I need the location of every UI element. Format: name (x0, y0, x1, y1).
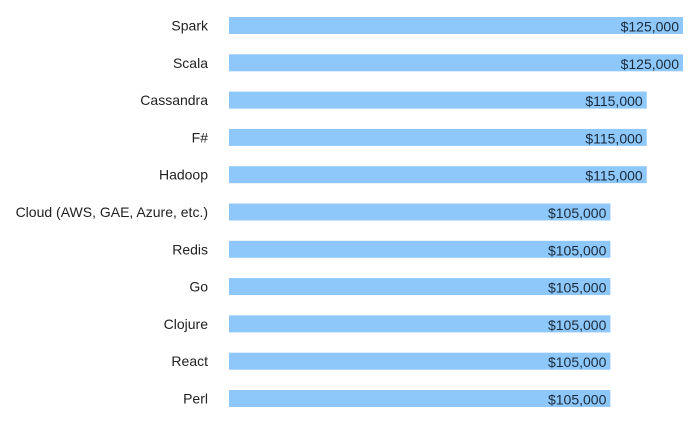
bar-1 (229, 54, 683, 72)
bar-10 (229, 390, 611, 407)
value-label-4: $115,000 (585, 168, 643, 184)
value-label-0: $125,000 (621, 19, 680, 35)
bar-8 (229, 315, 611, 333)
category-label-0: Spark (171, 18, 209, 34)
category-label-8: Clojure (164, 316, 209, 332)
value-label-5: $105,000 (548, 205, 607, 221)
bar-4 (229, 166, 647, 184)
category-label-10: Perl (183, 391, 208, 407)
bar-0 (229, 17, 683, 34)
category-label-6: Redis (172, 241, 208, 257)
value-label-8: $105,000 (548, 317, 607, 333)
value-label-3: $115,000 (585, 130, 643, 146)
category-label-1: Scala (173, 55, 208, 71)
category-label-7: Go (189, 279, 208, 295)
bar-9 (229, 352, 611, 370)
value-label-9: $105,000 (548, 354, 607, 370)
category-label-9: React (171, 353, 208, 369)
value-label-2: $115,000 (585, 93, 643, 109)
value-label-7: $105,000 (548, 280, 607, 296)
bar-7 (229, 278, 611, 296)
bar-5 (229, 203, 611, 221)
value-label-6: $105,000 (548, 242, 607, 258)
category-label-4: Hadoop (159, 167, 208, 183)
category-label-3: F# (192, 129, 209, 145)
category-label-2: Cassandra (140, 92, 208, 108)
bar-2 (229, 91, 647, 109)
value-label-10: $105,000 (548, 392, 607, 408)
category-label-5: Cloud (AWS, GAE, Azure, etc.) (16, 204, 208, 220)
bar-3 (229, 128, 647, 146)
value-label-1: $125,000 (621, 56, 680, 72)
bar-6 (229, 240, 611, 258)
